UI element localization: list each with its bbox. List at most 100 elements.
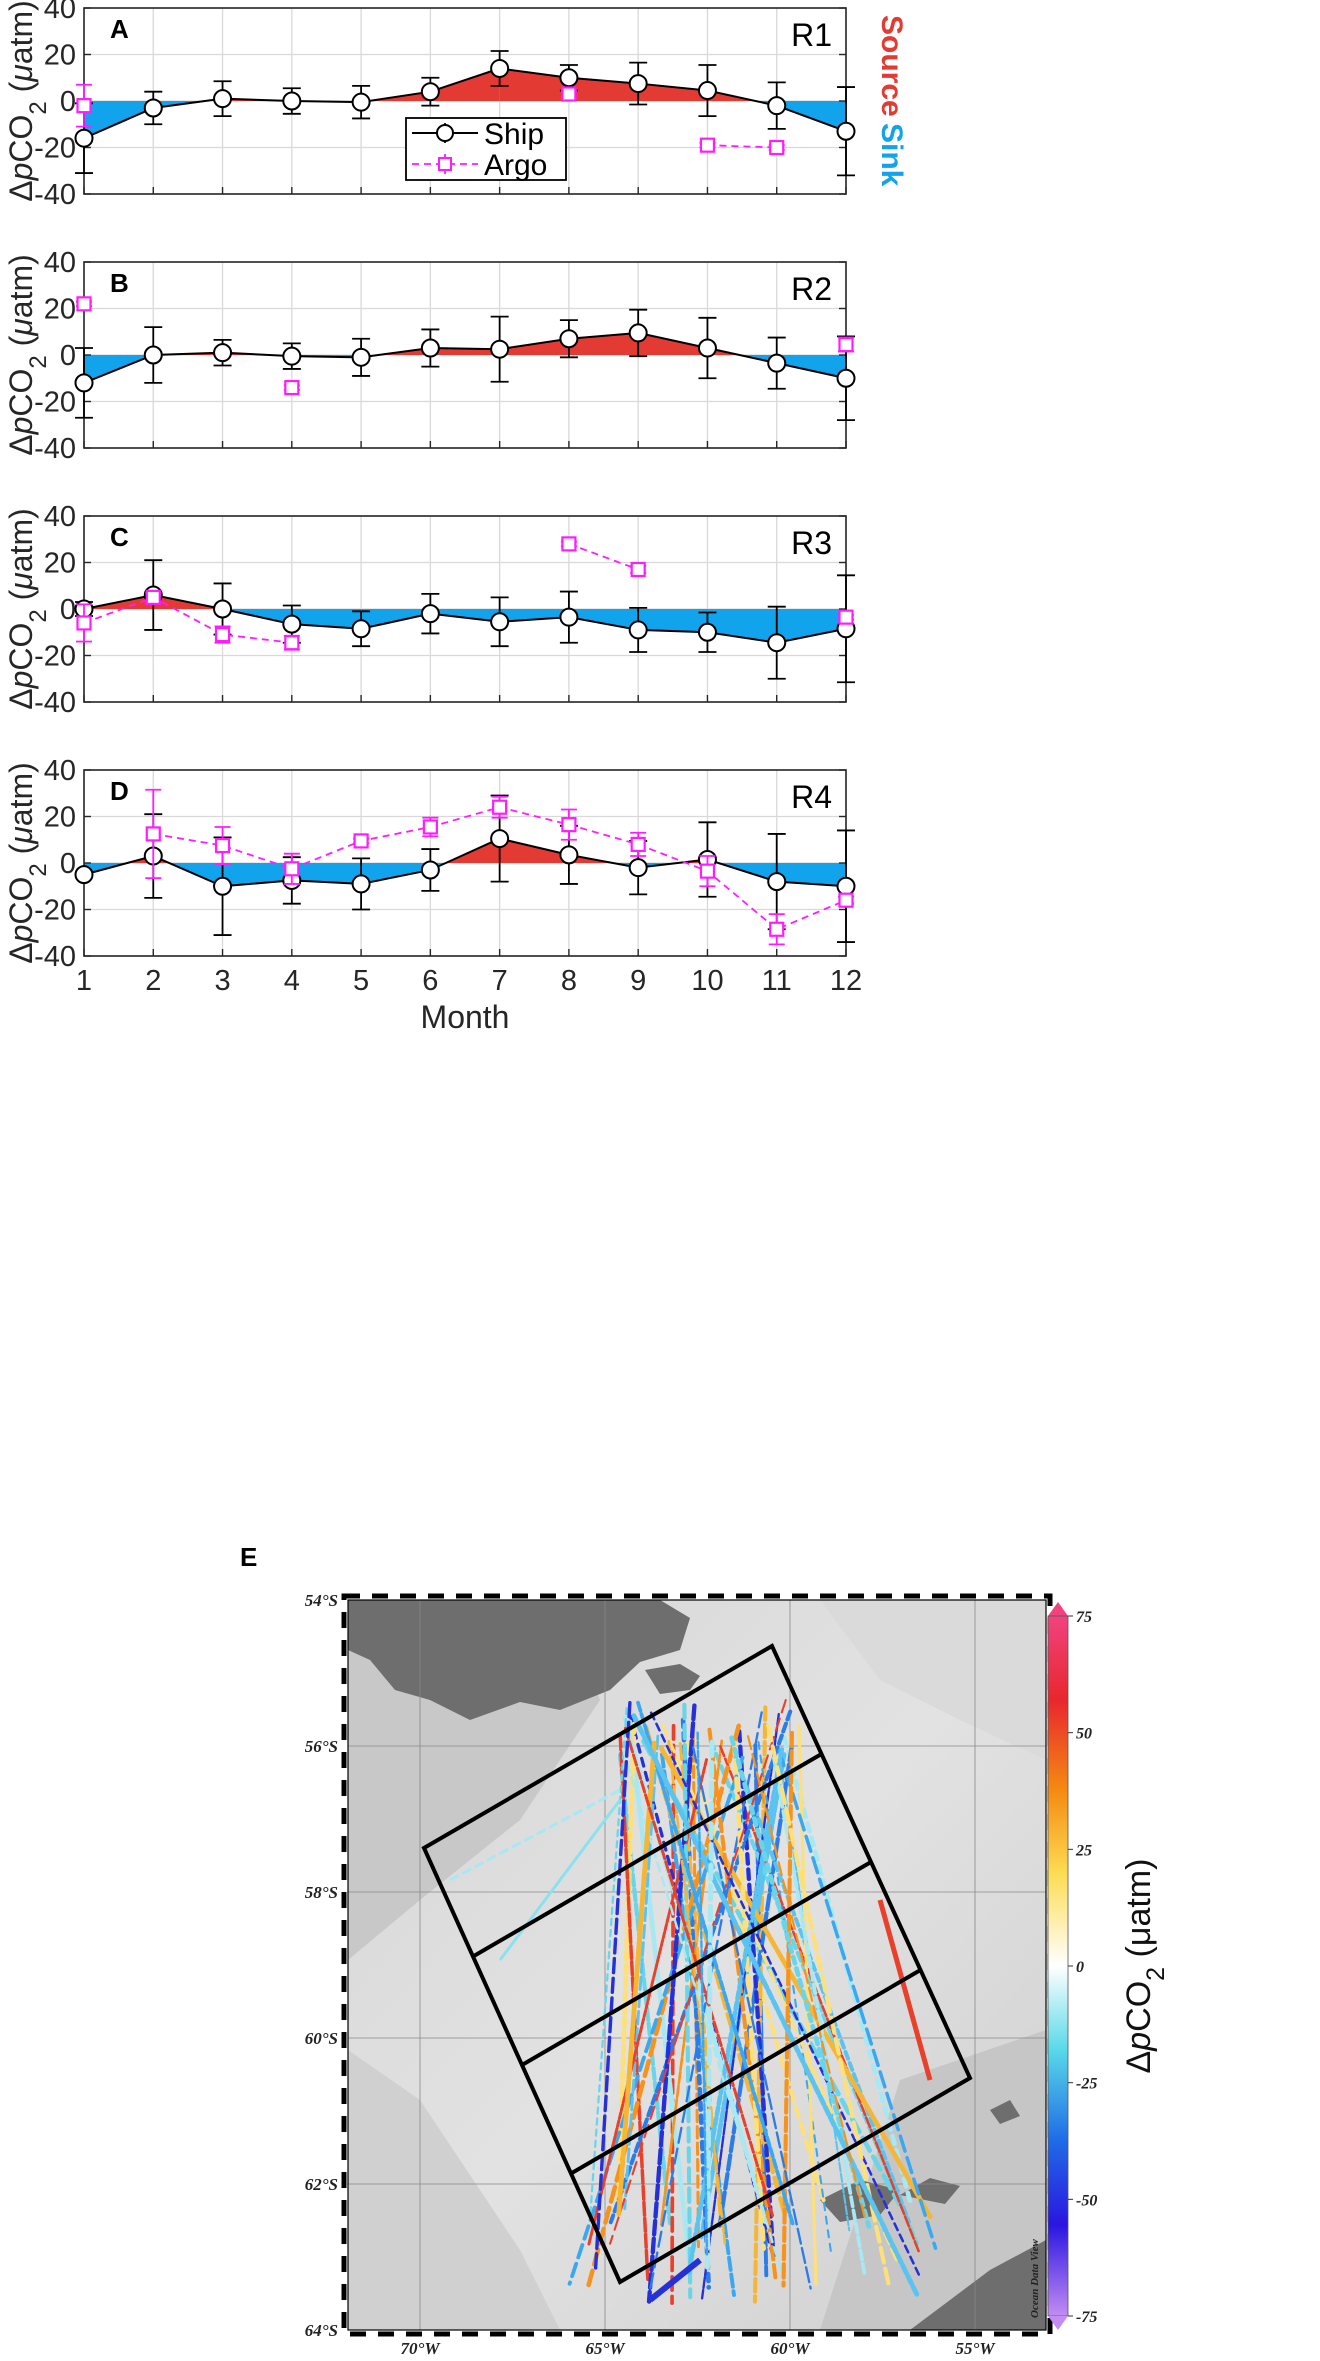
source-area [638, 83, 708, 101]
argo-point [699, 863, 716, 879]
colorbar-tick-label: -75 [1076, 2309, 1097, 2326]
y-axis-label: ΔpCO2 (μatm) [3, 762, 52, 964]
ship-point [559, 845, 579, 865]
ship-track [636, 1700, 795, 2227]
ship-track [593, 1700, 632, 2271]
source-area [430, 68, 500, 101]
ship-track [719, 1745, 921, 2255]
ship-point [143, 98, 163, 118]
ship-line [83, 67, 847, 140]
argo-point [284, 635, 300, 651]
x-tick-label: 6 [422, 965, 438, 997]
colorbar-tick-label: 50 [1076, 1726, 1092, 1743]
sink-area [291, 863, 362, 884]
source-area [499, 838, 569, 863]
ship-track [616, 1740, 657, 2217]
argo-point [769, 921, 785, 937]
ship-point [213, 876, 233, 896]
y-tick-label: 20 [44, 548, 76, 580]
y-tick-label: 40 [44, 0, 76, 25]
panel-letter: B [110, 268, 129, 298]
watermark: Ocean Data View [1029, 2239, 1041, 2318]
ship-point [420, 82, 440, 102]
colorbar-bottom-arrow [1048, 2316, 1068, 2330]
ship-point [74, 865, 94, 885]
y-tick-label: 0 [60, 848, 76, 880]
ship-point [767, 872, 787, 892]
ship-track [737, 1729, 776, 2258]
ship-track [686, 1747, 785, 2278]
sink-area [361, 863, 431, 884]
ship-track [696, 1731, 709, 2256]
y-tick-label: -40 [34, 941, 76, 973]
ship-point [213, 89, 233, 109]
ship-track [621, 1747, 786, 2284]
ship-track [732, 1740, 766, 2252]
ship-point [282, 91, 302, 111]
y-tick-label: 0 [60, 594, 76, 626]
ship-point [490, 58, 510, 78]
source-area [568, 77, 639, 101]
ship-track [589, 1707, 628, 2214]
ship-track [649, 1711, 922, 2279]
ship-track [627, 1719, 694, 2276]
region-label: R4 [791, 779, 832, 815]
sink-area [222, 863, 292, 887]
lon-tick-label: 65°W [586, 2339, 627, 2358]
argo-point [561, 817, 577, 833]
y-tick-label: 20 [44, 294, 76, 326]
ship-point [282, 346, 302, 366]
colorbar-tick-label: -25 [1076, 2076, 1097, 2093]
lon-tick-label: 60°W [771, 2339, 812, 2358]
shelf-shading [348, 2050, 560, 2330]
ship-track [623, 1726, 775, 2218]
ship-point [282, 614, 302, 634]
lon-tick-label: 55°W [956, 2339, 997, 2358]
region-divider [471, 1752, 823, 1959]
map-frame [347, 1599, 1047, 2331]
ship-point [74, 373, 94, 393]
region-label: R3 [791, 525, 832, 561]
y-tick-label: 20 [44, 802, 76, 834]
ship-point [628, 323, 648, 343]
sink-area [291, 609, 362, 629]
ship-point [836, 876, 856, 896]
argo-point [838, 892, 854, 908]
argo-point [284, 861, 300, 877]
ship-point [767, 633, 787, 653]
land [348, 1600, 690, 1720]
y-tick-label: -20 [34, 133, 76, 165]
panel-letter: E [240, 1542, 257, 1572]
argo-point [422, 819, 438, 835]
argo-line [83, 596, 292, 644]
ship-point [213, 599, 233, 619]
ship-point [420, 604, 440, 624]
argo-point [145, 589, 161, 605]
lon-tick-label: 70°W [401, 2339, 442, 2358]
ship-track [498, 1799, 622, 1961]
sink-label: Sink [875, 123, 908, 187]
y-tick-label: -40 [34, 687, 76, 719]
lat-tick-label: 54°S [305, 1591, 338, 1610]
ship-point [213, 343, 233, 363]
land [910, 2240, 1046, 2330]
argo-line [568, 543, 639, 571]
x-tick-label: 1 [76, 965, 92, 997]
ship-tracks [449, 1699, 938, 2305]
shelf-shading [820, 1600, 1046, 1760]
ship-point [697, 81, 717, 101]
ship-point [490, 612, 510, 632]
region-divider [520, 1860, 873, 2067]
land [990, 2100, 1020, 2124]
colorbar-tick-label: 25 [1075, 1842, 1092, 1859]
x-tick-label: 4 [284, 965, 300, 997]
ship-track [877, 1899, 933, 2081]
ship-point [697, 338, 717, 358]
x-tick-label: 5 [353, 965, 369, 997]
lat-tick-label: 60°S [305, 2029, 338, 2048]
ship-point [697, 622, 717, 642]
